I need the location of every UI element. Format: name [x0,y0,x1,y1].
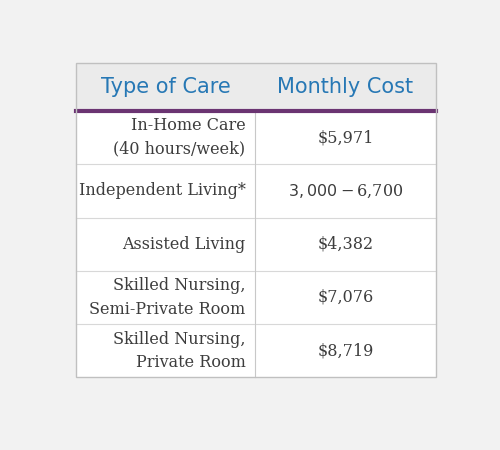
Bar [76,324,436,378]
Text: $4,382: $4,382 [318,236,374,253]
Text: Assisted Living: Assisted Living [122,236,246,253]
Bar [76,217,436,271]
Text: $5,971: $5,971 [317,129,374,146]
Text: Skilled Nursing,
Semi-Private Room: Skilled Nursing, Semi-Private Room [89,277,246,318]
Text: $7,076: $7,076 [318,289,374,306]
Text: Independent Living*: Independent Living* [78,182,245,199]
Text: Monthly Cost: Monthly Cost [278,77,413,97]
Bar [76,271,436,324]
Text: Skilled Nursing,
Private Room: Skilled Nursing, Private Room [113,330,246,371]
Text: In-Home Care
(40 hours/week): In-Home Care (40 hours/week) [114,117,246,158]
Bar [76,164,436,217]
Bar [76,63,436,111]
Text: $3,000 - $6,700: $3,000 - $6,700 [288,182,403,200]
Bar [76,111,436,164]
Text: $8,719: $8,719 [317,342,374,359]
Text: Type of Care: Type of Care [100,77,230,97]
